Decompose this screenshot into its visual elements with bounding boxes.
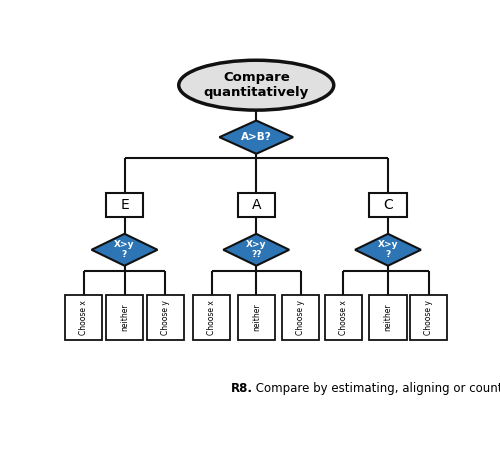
- Text: Choose x: Choose x: [207, 300, 216, 335]
- Text: Choose x: Choose x: [339, 300, 348, 335]
- FancyBboxPatch shape: [410, 295, 448, 340]
- Text: X>y
?: X>y ?: [114, 240, 135, 260]
- Text: E: E: [120, 198, 129, 212]
- Ellipse shape: [179, 60, 334, 110]
- Text: A>B?: A>B?: [241, 132, 272, 142]
- FancyBboxPatch shape: [193, 295, 230, 340]
- Text: X>y
?: X>y ?: [378, 240, 398, 260]
- Polygon shape: [220, 121, 293, 154]
- FancyBboxPatch shape: [146, 295, 184, 340]
- Text: R8.: R8.: [230, 382, 252, 395]
- FancyBboxPatch shape: [370, 193, 406, 216]
- Text: A: A: [252, 198, 261, 212]
- Text: X>y
??: X>y ??: [246, 240, 266, 260]
- FancyBboxPatch shape: [282, 295, 320, 340]
- FancyBboxPatch shape: [106, 193, 143, 216]
- Text: Choose y: Choose y: [424, 300, 433, 335]
- Text: Choose y: Choose y: [296, 300, 306, 335]
- Text: neither: neither: [252, 304, 261, 331]
- Text: Choose x: Choose x: [80, 300, 88, 335]
- FancyBboxPatch shape: [65, 295, 102, 340]
- FancyBboxPatch shape: [106, 295, 143, 340]
- FancyBboxPatch shape: [238, 193, 275, 216]
- Polygon shape: [92, 234, 158, 266]
- Text: Choose y: Choose y: [160, 300, 170, 335]
- Text: Compare
quantitatively: Compare quantitatively: [204, 71, 309, 99]
- Text: C: C: [383, 198, 393, 212]
- FancyBboxPatch shape: [370, 295, 406, 340]
- Text: Compare by estimating, aligning or counting: Compare by estimating, aligning or count…: [252, 382, 500, 395]
- Text: neither: neither: [120, 304, 129, 331]
- Text: neither: neither: [384, 304, 392, 331]
- Polygon shape: [355, 234, 421, 266]
- Polygon shape: [224, 234, 289, 266]
- FancyBboxPatch shape: [325, 295, 362, 340]
- FancyBboxPatch shape: [238, 295, 275, 340]
